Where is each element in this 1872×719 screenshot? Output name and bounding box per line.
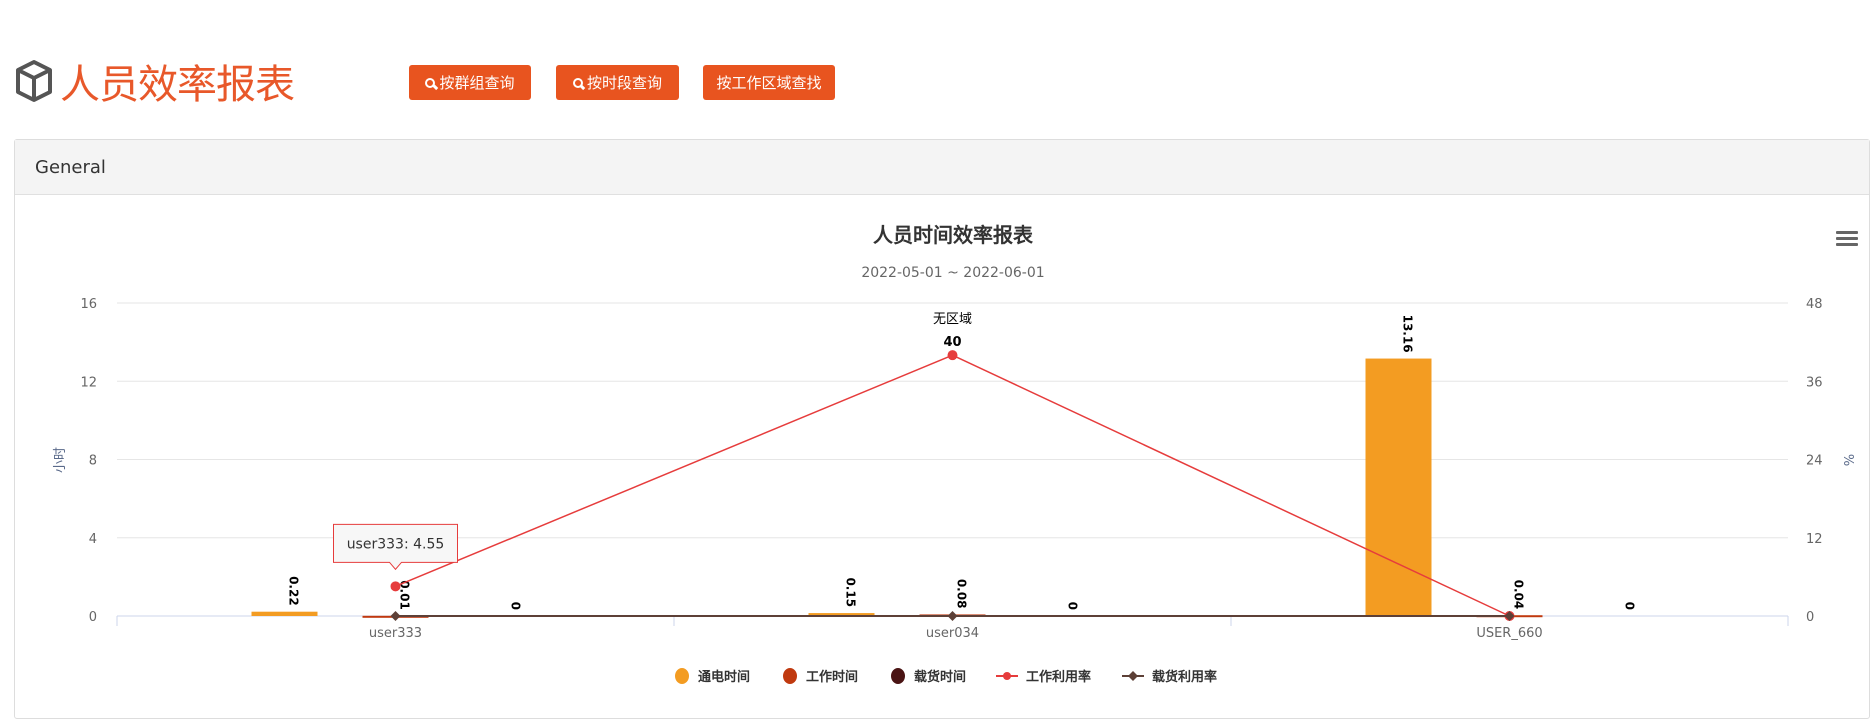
general-panel: General: [14, 139, 1870, 719]
line-工作利用率: [395, 354, 1510, 617]
chart-title: 人员时间效率报表: [873, 223, 1034, 247]
legend-item-通电时间[interactable]: 通电时间: [698, 669, 750, 685]
data-label: 0.15: [844, 577, 858, 607]
button-label: 按群组查询: [439, 75, 515, 92]
bar-通电时间: [251, 611, 318, 616]
legend-marker: [783, 668, 797, 684]
data-label: 0.08: [955, 579, 969, 609]
y-tick-label-right: 24: [1806, 454, 1823, 469]
bar-通电时间: [1365, 358, 1432, 616]
button-label: 按时段查询: [586, 75, 662, 92]
y-tick-label-right: 48: [1806, 297, 1823, 312]
y-tick-label-left: 16: [80, 297, 97, 312]
y-tick-label-left: 8: [89, 454, 97, 469]
y-axis-title-left: 小时: [53, 447, 68, 473]
find-by-work-area-button[interactable]: 按工作区域查找: [703, 65, 835, 100]
y-tick-label-right: 12: [1806, 532, 1823, 547]
y-tick-label-left: 4: [89, 532, 97, 547]
legend-marker: [1003, 672, 1011, 680]
page-title: 人员效率报表: [14, 52, 295, 110]
legend-marker: [891, 668, 905, 684]
data-label: 0: [1623, 602, 1637, 610]
legend-marker: [675, 668, 689, 684]
cube-icon: [16, 60, 52, 102]
point-marker: [947, 611, 958, 621]
panel-header: General: [15, 140, 1869, 195]
tooltip-text: user333: 4.55: [347, 536, 445, 552]
legend-item-工作利用率[interactable]: 工作利用率: [1026, 669, 1091, 685]
point-marker: [390, 581, 401, 592]
page-title-text: 人员效率报表: [60, 62, 295, 108]
point-marker: [1504, 611, 1515, 621]
x-tick-label: user034: [926, 626, 979, 641]
y-tick-label-right: 36: [1806, 375, 1823, 390]
legend-item-载货时间[interactable]: 载货时间: [914, 669, 966, 685]
chart-subtitle: 2022-05-01 ~ 2022-06-01: [861, 265, 1044, 281]
data-label: 0.22: [287, 576, 301, 606]
hamburger-menu-icon[interactable]: [1836, 231, 1858, 249]
panel-title: General: [35, 156, 106, 178]
y-tick-label-right: 0: [1806, 610, 1814, 625]
legend-item-载货利用率[interactable]: 载货利用率: [1152, 669, 1217, 685]
x-tick-label: USER_660: [1476, 626, 1542, 641]
data-label: 13.16: [1401, 315, 1415, 353]
data-label: 0.04: [1512, 580, 1526, 610]
query-by-group-button[interactable]: 按群组查询: [409, 65, 531, 100]
point-marker: [390, 611, 401, 621]
annotation-label: 无区域: [933, 312, 972, 327]
query-by-period-button[interactable]: 按时段查询: [556, 65, 679, 100]
bar-通电时间: [808, 613, 875, 616]
legend-marker: [1128, 671, 1138, 681]
point-marker: [947, 350, 958, 361]
data-label: 0: [1066, 602, 1080, 610]
data-label: 40: [943, 335, 961, 350]
tooltip-box: [333, 523, 458, 571]
search-icon: [425, 77, 436, 88]
y-tick-label-left: 12: [80, 375, 97, 390]
x-tick-label: user333: [369, 626, 422, 641]
data-label: 0: [509, 602, 523, 610]
y-tick-label-left: 0: [89, 610, 97, 625]
button-label: 按工作区域查找: [716, 75, 822, 92]
y-axis-title-right: %: [1840, 454, 1855, 466]
search-icon: [572, 77, 583, 88]
legend-item-工作时间[interactable]: 工作时间: [806, 669, 858, 685]
